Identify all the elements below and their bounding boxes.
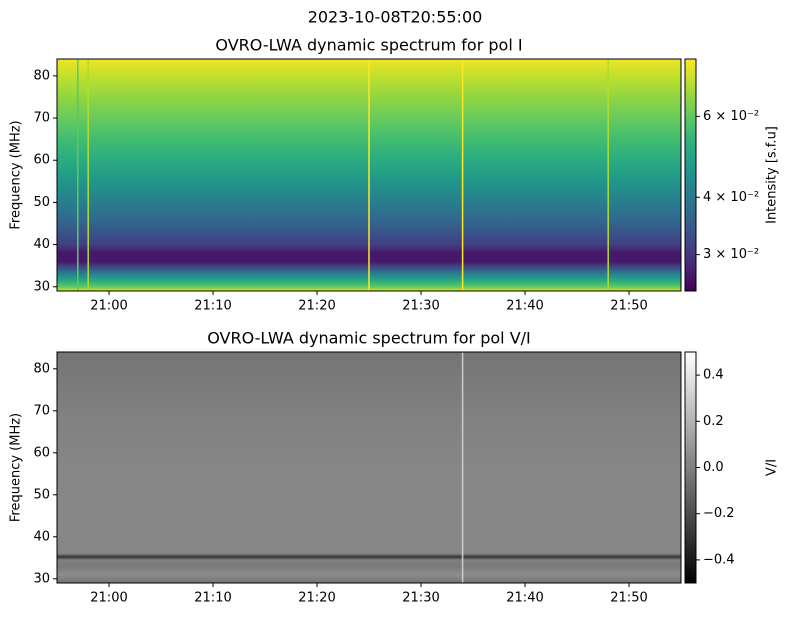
colorbar-label: V/I <box>765 459 780 476</box>
x-tick-label: 21:10 <box>194 591 231 606</box>
x-tick-label: 21:00 <box>90 591 127 606</box>
colorbar-tick-label: 3 × 10⁻² <box>703 247 759 262</box>
x-tick-label: 21:40 <box>506 591 543 606</box>
colorbar-tick-label: 0.2 <box>703 414 724 429</box>
x-tick-label: 21:20 <box>298 299 335 314</box>
x-tick-label: 21:50 <box>610 591 647 606</box>
colorbar <box>684 58 697 292</box>
colorbar-tick-label: −0.2 <box>703 506 735 521</box>
y-axis-label: Frequency (MHz) <box>9 413 24 522</box>
colorbar-tick-label: 0.4 <box>703 368 724 383</box>
x-tick-label: 21:20 <box>298 591 335 606</box>
y-tick-label: 70 <box>33 403 50 418</box>
plot-title: OVRO-LWA dynamic spectrum for pol I <box>215 36 522 55</box>
y-tick-label: 40 <box>33 237 50 252</box>
colorbar <box>684 351 697 584</box>
x-tick-label: 21:30 <box>402 591 439 606</box>
colorbar-label: Intensity [s.f.u] <box>765 126 780 224</box>
y-tick-label: 80 <box>33 361 50 376</box>
colorbar-tick-label: −0.4 <box>703 552 735 567</box>
colorbar-tick-label: 4 × 10⁻² <box>703 190 759 205</box>
y-tick-label: 70 <box>33 111 50 126</box>
x-tick-label: 21:40 <box>506 299 543 314</box>
y-tick-label: 40 <box>33 529 50 544</box>
y-tick-label: 60 <box>33 445 50 460</box>
y-tick-label: 50 <box>33 195 50 210</box>
plot-title: OVRO-LWA dynamic spectrum for pol V/I <box>207 329 531 348</box>
x-tick-label: 21:00 <box>90 299 127 314</box>
x-tick-label: 21:30 <box>402 299 439 314</box>
y-tick-label: 30 <box>33 279 50 294</box>
plot-frame <box>56 58 682 292</box>
colorbar-tick-label: 0.0 <box>703 460 724 475</box>
spectrum <box>57 352 681 583</box>
x-tick-label: 21:10 <box>194 299 231 314</box>
y-tick-label: 50 <box>33 487 50 502</box>
plot-frame <box>56 351 682 584</box>
colorbar-tick-label: 6 × 10⁻² <box>703 109 759 124</box>
y-tick-label: 80 <box>33 68 50 83</box>
x-tick-label: 21:50 <box>610 299 647 314</box>
suptitle: 2023-10-08T20:55:00 <box>308 8 483 27</box>
y-tick-label: 60 <box>33 153 50 168</box>
y-axis-label: Frequency (MHz) <box>9 120 24 229</box>
y-tick-label: 30 <box>33 571 50 586</box>
